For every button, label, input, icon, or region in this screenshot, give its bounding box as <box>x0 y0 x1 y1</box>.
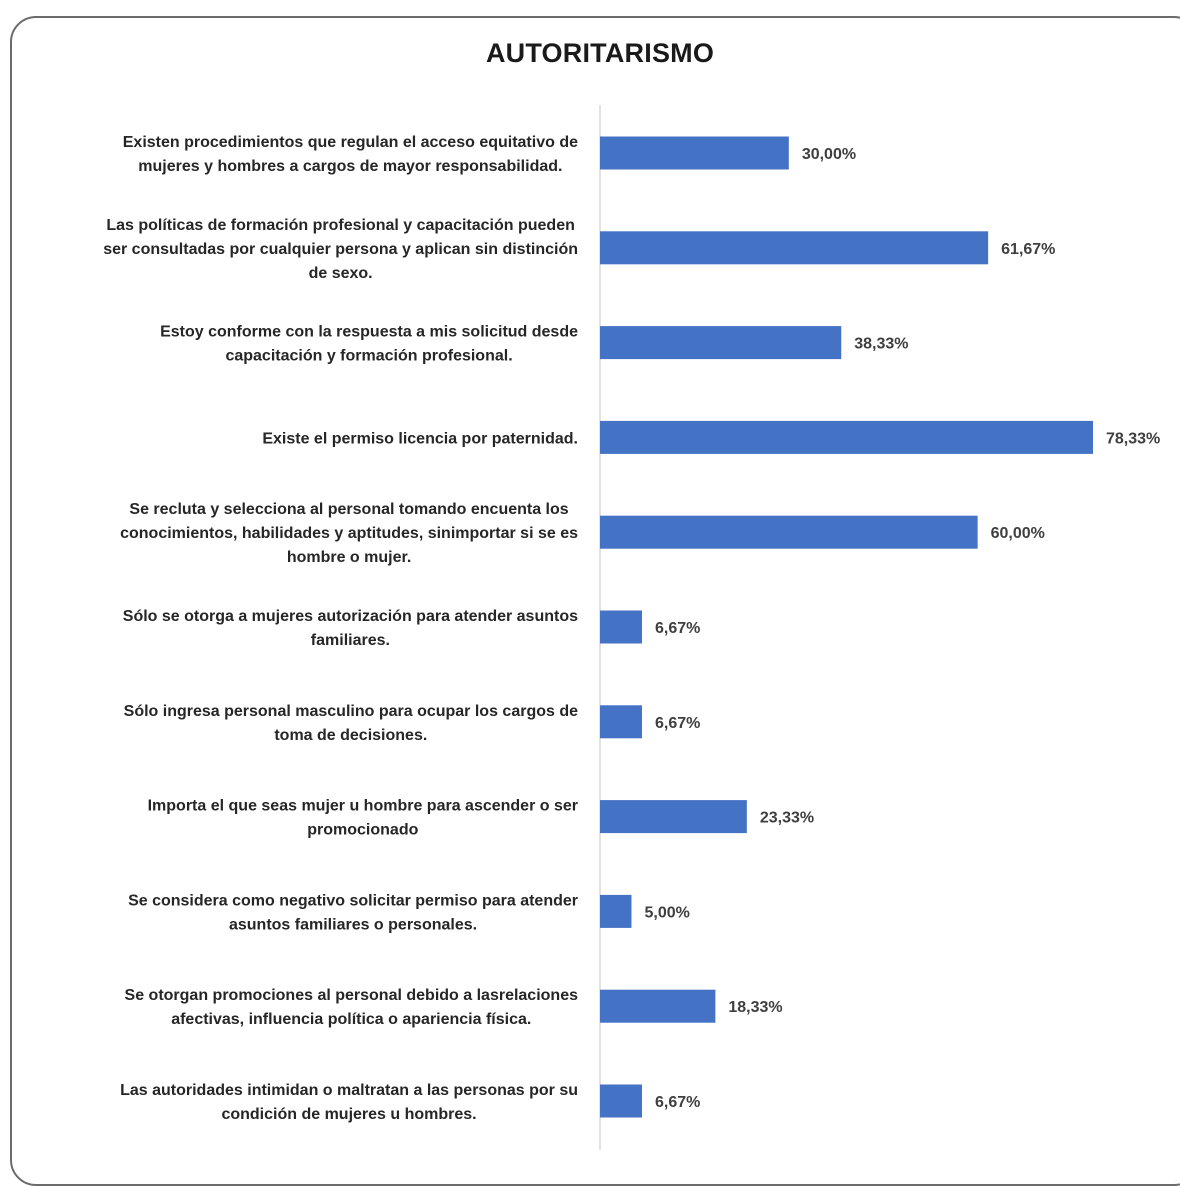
category-label-line: conocimientos, habilidades y aptitudes, … <box>120 525 578 542</box>
data-label-5: 60,00% <box>991 525 1045 542</box>
data-label-6: 6,67% <box>655 620 700 637</box>
category-label-line: Se recluta y selecciona al personal toma… <box>129 501 568 518</box>
category-label-7: Sólo ingresa personal masculino para ocu… <box>124 703 578 744</box>
data-label-7: 6,67% <box>655 715 700 732</box>
category-label-8: Importa el que seas mujer u hombre para … <box>148 798 578 839</box>
category-label-line: Existe el permiso licencia por paternida… <box>262 430 578 447</box>
category-label-10: Se otorgan promociones al personal debid… <box>125 987 579 1028</box>
data-label-10: 18,33% <box>728 999 782 1016</box>
category-label-line: ser consultadas por cualquier persona y … <box>103 241 578 258</box>
bar-8 <box>600 800 747 834</box>
category-label-11: Las autoridades intimidan o maltratan a … <box>120 1082 578 1123</box>
bar-7 <box>600 705 642 739</box>
category-label-line: capacitación y formación profesional. <box>225 348 512 365</box>
category-label-line: Las autoridades intimidan o maltratan a … <box>120 1082 578 1099</box>
bar-1 <box>600 136 789 170</box>
chart-title: AUTORITARISMO <box>485 38 715 68</box>
category-label-line: mujeres y hombres a cargos de mayor resp… <box>138 158 562 175</box>
category-label-5: Se recluta y selecciona al personal toma… <box>120 501 578 566</box>
category-label-line: Se otorgan promociones al personal debid… <box>125 987 579 1004</box>
category-label-line: asuntos familiares o personales. <box>229 916 477 933</box>
bar-5 <box>600 515 978 549</box>
category-label-1: Existen procedimientos que regulan el ac… <box>123 134 578 175</box>
data-label-2: 61,67% <box>1001 241 1055 258</box>
category-label-3: Estoy conforme con la respuesta a mis so… <box>160 324 578 365</box>
data-label-3: 38,33% <box>854 336 908 353</box>
category-label-line: condición de mujeres u hombres. <box>221 1106 476 1123</box>
category-label-line: hombre o mujer. <box>287 549 411 566</box>
category-label-line: de sexo. <box>309 265 373 282</box>
category-label-9: Se considera como negativo solicitar per… <box>128 892 578 933</box>
data-label-4: 78,33% <box>1106 430 1160 447</box>
category-label-line: afectivas, influencia política o aparien… <box>171 1011 531 1028</box>
bar-4 <box>600 420 1093 454</box>
category-label-line: Existen procedimientos que regulan el ac… <box>123 134 578 151</box>
data-label-1: 30,00% <box>802 146 856 163</box>
data-label-8: 23,33% <box>760 810 814 827</box>
chart-frame <box>10 16 1180 1186</box>
category-label-6: Sólo se otorga a mujeres autorización pa… <box>123 608 578 649</box>
bar-6 <box>600 610 642 644</box>
category-label-line: Sólo ingresa personal masculino para ocu… <box>124 703 578 720</box>
category-label-line: Las políticas de formación profesional y… <box>106 217 575 234</box>
bar-2 <box>600 231 989 265</box>
category-label-line: Importa el que seas mujer u hombre para … <box>148 798 578 815</box>
category-label-line: Se considera como negativo solicitar per… <box>128 892 578 909</box>
data-label-9: 5,00% <box>644 904 689 921</box>
category-label-line: Sólo se otorga a mujeres autorización pa… <box>123 608 578 625</box>
category-label-line: toma de decisiones. <box>274 727 427 744</box>
data-label-11: 6,67% <box>655 1094 700 1111</box>
category-label-2: Las políticas de formación profesional y… <box>103 217 578 282</box>
bar-9 <box>600 894 632 928</box>
category-label-4: Existe el permiso licencia por paternida… <box>262 430 578 447</box>
category-label-line: Estoy conforme con la respuesta a mis so… <box>160 324 578 341</box>
bar-3 <box>600 326 842 360</box>
category-label-line: promocionado <box>307 822 418 839</box>
category-label-line: familiares. <box>311 632 390 649</box>
bar-10 <box>600 989 716 1023</box>
bar-11 <box>600 1084 642 1118</box>
